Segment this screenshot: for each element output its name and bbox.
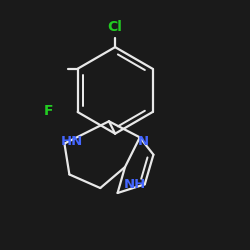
Text: HN: HN [61,134,83,147]
Text: NH: NH [124,178,146,191]
Text: N: N [138,134,149,147]
Text: Cl: Cl [108,20,122,34]
Text: F: F [44,104,53,118]
